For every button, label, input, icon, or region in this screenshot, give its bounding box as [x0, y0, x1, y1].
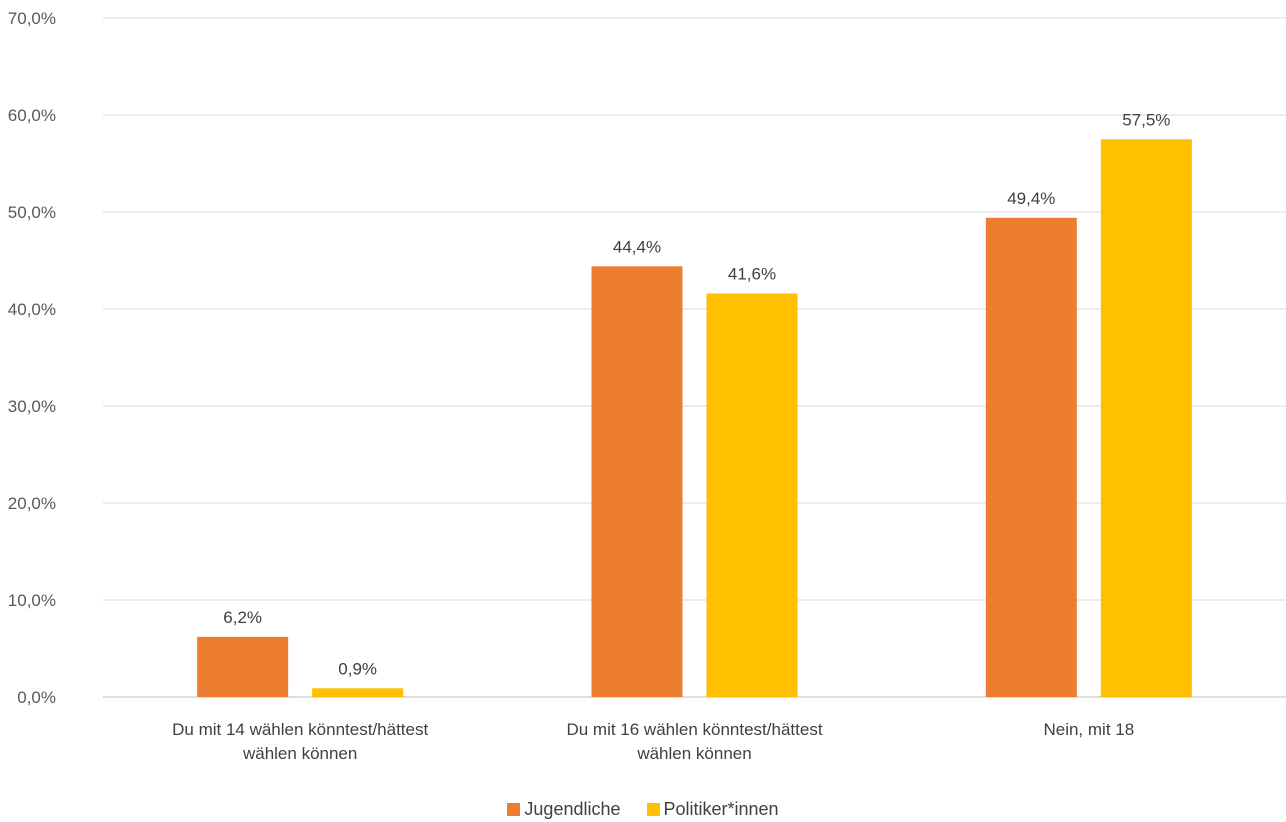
data-label: 57,5% [1122, 110, 1170, 129]
y-tick-label: 50,0% [8, 203, 56, 222]
data-label: 41,6% [728, 264, 776, 283]
data-labels: 6,2% 0,9% 44,4% 41,6% 49,4% 57,5% [223, 110, 1170, 678]
bar-jugendliche [197, 636, 289, 697]
y-tick-label: 40,0% [8, 300, 56, 319]
bar-jugendliche [591, 266, 683, 697]
x-category-label: Du mit 16 wählen könntest/hättest [566, 720, 822, 739]
y-tick-label: 70,0% [8, 9, 56, 28]
x-category-label: Nein, mit 18 [1043, 720, 1134, 739]
x-axis: Du mit 14 wählen könntest/hättest wählen … [172, 720, 1134, 763]
y-tick-label: 30,0% [8, 397, 56, 416]
x-category-label: Du mit 14 wählen könntest/hättest [172, 720, 428, 739]
x-category-label: wählen können [636, 744, 751, 763]
legend-swatch-politiker [646, 802, 660, 816]
y-tick-label: 0,0% [17, 688, 56, 707]
y-tick-label: 60,0% [8, 106, 56, 125]
data-label: 44,4% [613, 237, 661, 256]
bar-politiker [1100, 139, 1192, 697]
gridlines [103, 17, 1286, 698]
data-label: 0,9% [338, 659, 377, 678]
legend: Jugendliche Politiker*innen [0, 796, 1286, 822]
data-label: 6,2% [223, 608, 262, 627]
legend-label-politiker: Politiker*innen [663, 798, 779, 819]
bar-chart: 0,0%10,0%20,0%30,0%40,0%50,0%60,0%70,0% … [8, 9, 1286, 763]
y-tick-label: 10,0% [8, 591, 56, 610]
y-axis: 0,0% 10,0% 20,0% 30,0% 40,0% 50,0% 60,0% 70,0% [8, 9, 56, 707]
bar-jugendliche [985, 217, 1077, 697]
x-category-label: wählen können [242, 744, 357, 763]
bar-politiker [312, 688, 404, 697]
bars [197, 139, 1192, 697]
legend-label-jugendliche: Jugendliche [524, 798, 621, 819]
y-tick-label: 20,0% [8, 494, 56, 513]
legend-item-jugendliche: Jugendliche [507, 798, 621, 820]
bar-politiker [706, 293, 798, 697]
legend-swatch-jugendliche [507, 802, 521, 816]
data-label: 49,4% [1007, 189, 1055, 208]
legend-item-politiker: Politiker*innen [646, 798, 779, 820]
